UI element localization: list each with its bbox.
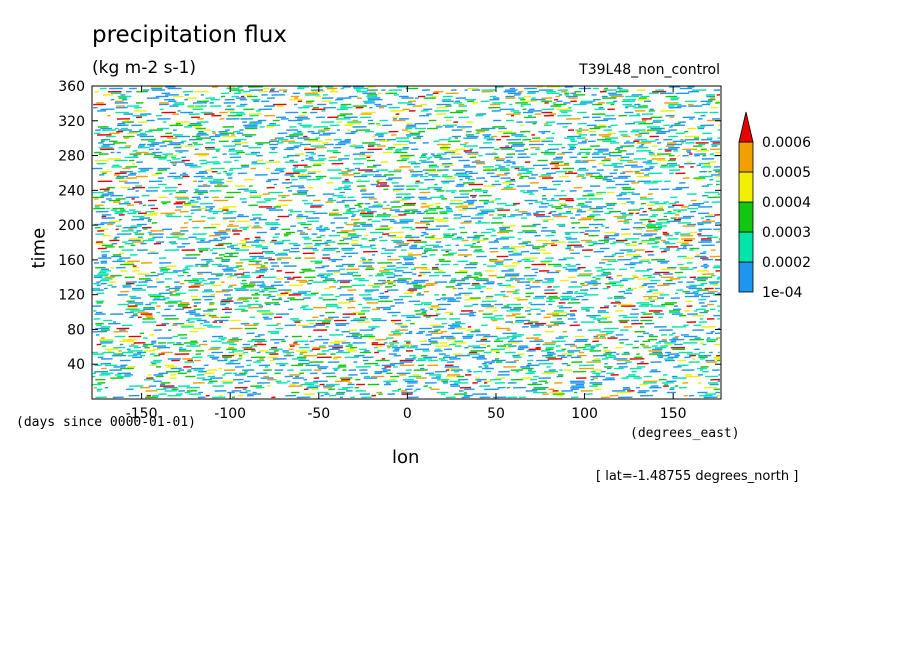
x-axis-label: lon: [392, 447, 419, 468]
colorbar-label: 0.0004: [762, 195, 811, 211]
chart-title: precipitation flux: [92, 22, 287, 48]
colorbar-swatch: [739, 202, 753, 232]
y-tick-label: 240: [58, 183, 85, 199]
x-tick-label: 100: [571, 406, 598, 422]
y-tick-label: 40: [67, 357, 85, 373]
precip-field: [92, 87, 720, 398]
y-tick-label: 200: [58, 218, 85, 234]
y-tick-label: 280: [58, 149, 85, 165]
x-tick-label: 150: [660, 406, 687, 422]
colorbar-swatch: [739, 142, 753, 172]
y-tick-label: 320: [58, 114, 85, 130]
colorbar-label: 0.0005: [762, 165, 811, 181]
colorbar-label: 1e-04: [762, 285, 802, 301]
colorbar-label: 0.0006: [762, 135, 811, 151]
x-tick-label: -100: [214, 406, 246, 422]
colorbar-extend-triangle: [739, 112, 753, 142]
x-tick-label: -50: [307, 406, 330, 422]
x-tick-label: 0: [403, 406, 412, 422]
colorbar-label: 0.0002: [762, 255, 811, 271]
y-tick-label: 360: [58, 79, 85, 95]
x-tick-label: 50: [487, 406, 505, 422]
colorbar-swatch: [739, 172, 753, 202]
y-tick-label: 160: [58, 253, 85, 269]
y-axis-label: time: [29, 239, 50, 269]
y-tick-label: 80: [67, 322, 85, 338]
latitude-note: [ lat=-1.48755 degrees_north ]: [596, 469, 798, 484]
time-units-label: (days since 0000-01-01): [16, 415, 196, 430]
colorbar-swatch: [739, 232, 753, 262]
y-tick-label: 120: [58, 288, 85, 304]
chart-units: (kg m-2 s-1): [92, 58, 196, 78]
run-label: T39L48_non_control: [579, 62, 720, 78]
colorbar: 1e-04 0.0002 0.0003 0.0004 0.0005 0.0006: [739, 112, 811, 301]
x-units-label: (degrees_east): [630, 426, 740, 441]
colorbar-swatch: [739, 262, 753, 292]
precip-dashes: [92, 87, 720, 398]
colorbar-label: 0.0003: [762, 225, 811, 241]
